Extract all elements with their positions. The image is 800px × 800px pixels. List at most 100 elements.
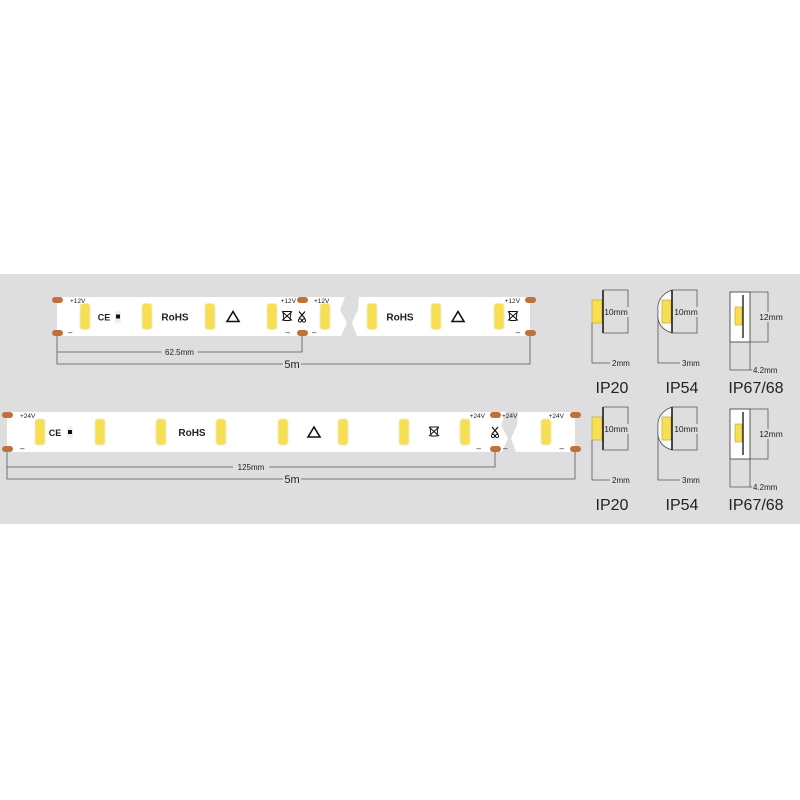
scissors-icon [298, 311, 306, 319]
scissors-icon [491, 426, 499, 435]
depth-label: 4.2mm [753, 483, 778, 492]
ip-rating-label: IP54 [666, 380, 699, 397]
label-bg [673, 424, 701, 434]
profile-row: 10mm 2mm IP20 10mm 3mm IP54 12mm 4.2mm IP67/68 [591, 289, 786, 397]
solder-pad [297, 297, 308, 303]
esd-warning-icon [225, 309, 241, 323]
chip-icon-dot [68, 430, 72, 434]
ip-rating-label: IP67/68 [728, 497, 783, 514]
weee-bin-icon [281, 311, 293, 321]
width-label: 10mm [604, 424, 628, 434]
ce-mark-icon: CE [49, 428, 62, 438]
label-bg [604, 424, 632, 434]
profile-row: 10mm 2mm IP20 10mm 3mm IP54 12mm 4.2mm IP67/68 [591, 406, 786, 514]
led-chip [540, 418, 552, 446]
led-chip [155, 418, 167, 446]
width-label: 10mm [674, 307, 698, 317]
led-chip [661, 299, 672, 324]
led-chip [430, 303, 442, 330]
voltage-label: +12V [505, 298, 521, 305]
led-strip-24v: CE RoHS +24V +24V +24V +24V – – – – 125mm 5m [2, 412, 581, 486]
solder-pad [490, 446, 501, 452]
width-label: 12mm [759, 429, 783, 439]
voltage-label: +12V [314, 298, 330, 305]
voltage-label: +12V [281, 298, 297, 305]
led-chip [366, 303, 378, 330]
led-chip [94, 418, 106, 446]
solder-pad [52, 297, 63, 303]
segment-length-label: 62.5mm [165, 348, 194, 357]
solder-pad [2, 412, 13, 418]
led-chip [34, 418, 46, 446]
led-chip [734, 423, 743, 443]
voltage-label: +24V [470, 413, 486, 420]
solder-pad [570, 446, 581, 452]
profile-ip54: 10mm 3mm IP54 [657, 406, 701, 514]
led-chip [493, 303, 505, 330]
rohs-mark: RoHS [161, 313, 189, 324]
solder-pad [297, 330, 308, 336]
led-chip [215, 418, 227, 446]
depth-label: 3mm [682, 476, 700, 485]
led-chip [266, 303, 278, 330]
weee-bin-icon [428, 426, 440, 437]
label-bg [673, 307, 701, 317]
led-chip [459, 418, 471, 446]
scissors-icon-handle [301, 318, 307, 323]
minus-label: – [286, 328, 291, 337]
label-bg [283, 473, 301, 485]
scissors-icon-handle [490, 433, 496, 439]
led-chip [591, 416, 603, 441]
minus-label: – [312, 328, 317, 337]
depth-label: 3mm [682, 359, 700, 368]
led-chip [337, 418, 349, 446]
profile-ip67-68: 12mm 4.2mm IP67/68 [728, 408, 786, 514]
profile-ip20: 10mm 2mm IP20 [591, 406, 632, 514]
label-bg [283, 358, 301, 370]
solder-pad [570, 412, 581, 418]
voltage-label: +24V [549, 413, 565, 420]
label-bg [756, 312, 786, 322]
minus-label: – [503, 444, 508, 453]
depth-label: 4.2mm [753, 366, 778, 375]
voltage-label: +24V [502, 413, 518, 420]
led-chip [141, 303, 153, 330]
led-strip-12v: CE RoHS RoHS +12V +12V +12V +12V – – – – 62.5mm 5m [52, 297, 536, 371]
segment-length-label: 125mm [238, 463, 265, 472]
minus-label: – [20, 444, 25, 453]
profile-ip20: 10mm 2mm IP20 [591, 289, 632, 397]
voltage-label: +12V [70, 298, 86, 305]
voltage-label: +24V [20, 413, 36, 420]
strip-body [7, 412, 508, 452]
ce-mark-icon: CE [98, 313, 111, 323]
profile-ip54: 10mm 3mm IP54 [657, 289, 701, 397]
rohs-mark: RoHS [178, 428, 206, 439]
ip-rating-label: IP20 [596, 380, 629, 397]
total-length-label: 5m [284, 359, 299, 371]
minus-label: – [560, 444, 565, 453]
label-bg [756, 429, 786, 439]
scissors-icon-handle [494, 433, 500, 439]
scissors-icon-handle [297, 318, 303, 323]
solder-pad [52, 330, 63, 336]
label-bg [161, 347, 198, 357]
depth-label: 2mm [612, 476, 630, 485]
led-chip [591, 299, 603, 324]
led-chip [661, 416, 672, 441]
led-chip [204, 303, 216, 330]
weee-bin-icon [507, 311, 519, 321]
width-label: 10mm [674, 424, 698, 434]
ip-rating-label: IP54 [666, 497, 699, 514]
solder-pad [525, 297, 536, 303]
led-chip [398, 418, 410, 446]
solder-pad [525, 330, 536, 336]
chip-icon-dot [116, 314, 120, 319]
led-chip [319, 303, 331, 330]
ip-rating-label: IP67/68 [728, 380, 783, 397]
led-chip [79, 303, 91, 330]
total-length-label: 5m [284, 474, 299, 486]
width-label: 10mm [604, 307, 628, 317]
label-bg [604, 307, 632, 317]
